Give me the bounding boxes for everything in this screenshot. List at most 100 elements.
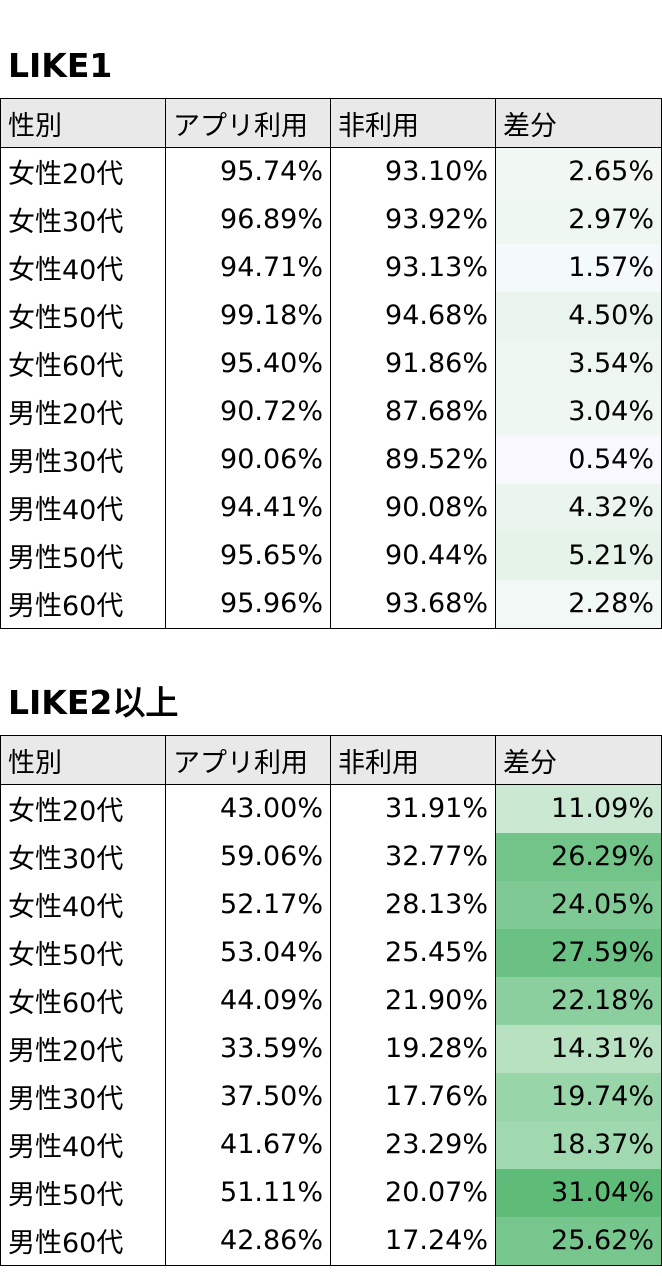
diff-value: 0.54%	[495, 435, 662, 484]
row-label: 女性30代	[0, 832, 166, 881]
non-use-value: 23.29%	[330, 1120, 496, 1169]
diff-value: 18.37%	[495, 1120, 662, 1169]
table-row: 男性40代 94.41% 90.08% 4.32%	[0, 483, 662, 532]
non-use-value: 89.52%	[330, 435, 496, 484]
header-non-use: 非利用	[330, 98, 496, 148]
app-use-value: 37.50%	[165, 1072, 331, 1121]
non-use-value: 93.68%	[330, 579, 496, 629]
diff-value: 2.28%	[495, 579, 662, 629]
row-label: 男性40代	[0, 483, 166, 532]
table-row: 女性30代 96.89% 93.92% 2.97%	[0, 195, 662, 244]
non-use-value: 20.07%	[330, 1168, 496, 1217]
table-row: 男性20代 33.59% 19.28% 14.31%	[0, 1024, 662, 1073]
diff-value: 4.50%	[495, 291, 662, 340]
app-use-value: 90.72%	[165, 387, 331, 436]
like1-table: 性別 アプリ利用 非利用 差分 女性20代 95.74% 93.10% 2.65% 女性…	[0, 98, 662, 629]
row-label: 女性60代	[0, 339, 166, 388]
non-use-value: 19.28%	[330, 1024, 496, 1073]
row-label: 男性30代	[0, 1072, 166, 1121]
non-use-value: 91.86%	[330, 339, 496, 388]
diff-value: 24.05%	[495, 880, 662, 929]
table-row: 男性60代 42.86% 17.24% 25.62%	[0, 1216, 662, 1266]
app-use-value: 95.40%	[165, 339, 331, 388]
row-label: 女性40代	[0, 880, 166, 929]
table-row: 男性60代 95.96% 93.68% 2.28%	[0, 579, 662, 629]
table-row: 女性40代 94.71% 93.13% 1.57%	[0, 243, 662, 292]
table-header-row: 性別 アプリ利用 非利用 差分	[0, 735, 662, 785]
app-use-value: 95.74%	[165, 147, 331, 196]
app-use-value: 99.18%	[165, 291, 331, 340]
non-use-value: 17.24%	[330, 1216, 496, 1266]
header-app-use: アプリ利用	[165, 98, 331, 148]
table-row: 女性40代 52.17% 28.13% 24.05%	[0, 880, 662, 929]
row-label: 男性50代	[0, 531, 166, 580]
header-app-use: アプリ利用	[165, 735, 331, 785]
non-use-value: 32.77%	[330, 832, 496, 881]
diff-value: 26.29%	[495, 832, 662, 881]
app-use-value: 95.65%	[165, 531, 331, 580]
diff-value: 31.04%	[495, 1168, 662, 1217]
app-use-value: 43.00%	[165, 784, 331, 833]
table-row: 男性50代 51.11% 20.07% 31.04%	[0, 1168, 662, 1217]
app-use-value: 44.09%	[165, 976, 331, 1025]
app-use-value: 33.59%	[165, 1024, 331, 1073]
row-label: 男性60代	[0, 1216, 166, 1266]
table1-body: 女性20代 95.74% 93.10% 2.65% 女性30代 96.89% 93.92% 2…	[0, 147, 662, 629]
table-row: 女性20代 43.00% 31.91% 11.09%	[0, 784, 662, 833]
table-row: 女性50代 53.04% 25.45% 27.59%	[0, 928, 662, 977]
row-label: 女性60代	[0, 976, 166, 1025]
non-use-value: 90.44%	[330, 531, 496, 580]
non-use-value: 94.68%	[330, 291, 496, 340]
table2-body: 女性20代 43.00% 31.91% 11.09% 女性30代 59.06% 32.77%…	[0, 784, 662, 1266]
non-use-value: 93.13%	[330, 243, 496, 292]
header-gender: 性別	[0, 735, 166, 785]
table1-title: LIKE1	[8, 46, 113, 85]
diff-value: 5.21%	[495, 531, 662, 580]
diff-value: 27.59%	[495, 928, 662, 977]
diff-value: 4.32%	[495, 483, 662, 532]
table-row: 女性60代 44.09% 21.90% 22.18%	[0, 976, 662, 1025]
row-label: 男性60代	[0, 579, 166, 629]
row-label: 女性50代	[0, 291, 166, 340]
table-row: 男性30代 90.06% 89.52% 0.54%	[0, 435, 662, 484]
row-label: 女性20代	[0, 147, 166, 196]
table-row: 女性30代 59.06% 32.77% 26.29%	[0, 832, 662, 881]
header-gender: 性別	[0, 98, 166, 148]
non-use-value: 25.45%	[330, 928, 496, 977]
non-use-value: 21.90%	[330, 976, 496, 1025]
diff-value: 2.65%	[495, 147, 662, 196]
diff-value: 3.04%	[495, 387, 662, 436]
table-row: 女性50代 99.18% 94.68% 4.50%	[0, 291, 662, 340]
non-use-value: 93.10%	[330, 147, 496, 196]
row-label: 女性30代	[0, 195, 166, 244]
diff-value: 11.09%	[495, 784, 662, 833]
app-use-value: 41.67%	[165, 1120, 331, 1169]
like2-table: 性別 アプリ利用 非利用 差分 女性20代 43.00% 31.91% 11.09% 女…	[0, 735, 662, 1266]
app-use-value: 59.06%	[165, 832, 331, 881]
table-row: 男性20代 90.72% 87.68% 3.04%	[0, 387, 662, 436]
header-non-use: 非利用	[330, 735, 496, 785]
diff-value: 1.57%	[495, 243, 662, 292]
table-row: 男性30代 37.50% 17.76% 19.74%	[0, 1072, 662, 1121]
app-use-value: 51.11%	[165, 1168, 331, 1217]
row-label: 男性20代	[0, 1024, 166, 1073]
app-use-value: 90.06%	[165, 435, 331, 484]
table-row: 男性40代 41.67% 23.29% 18.37%	[0, 1120, 662, 1169]
app-use-value: 94.41%	[165, 483, 331, 532]
app-use-value: 52.17%	[165, 880, 331, 929]
table-row: 女性20代 95.74% 93.10% 2.65%	[0, 147, 662, 196]
diff-value: 2.97%	[495, 195, 662, 244]
diff-value: 22.18%	[495, 976, 662, 1025]
row-label: 男性20代	[0, 387, 166, 436]
row-label: 女性40代	[0, 243, 166, 292]
app-use-value: 95.96%	[165, 579, 331, 629]
diff-value: 19.74%	[495, 1072, 662, 1121]
table2-title: LIKE2以上	[8, 683, 179, 722]
diff-value: 25.62%	[495, 1216, 662, 1266]
non-use-value: 90.08%	[330, 483, 496, 532]
row-label: 男性30代	[0, 435, 166, 484]
non-use-value: 17.76%	[330, 1072, 496, 1121]
app-use-value: 96.89%	[165, 195, 331, 244]
non-use-value: 87.68%	[330, 387, 496, 436]
app-use-value: 42.86%	[165, 1216, 331, 1266]
